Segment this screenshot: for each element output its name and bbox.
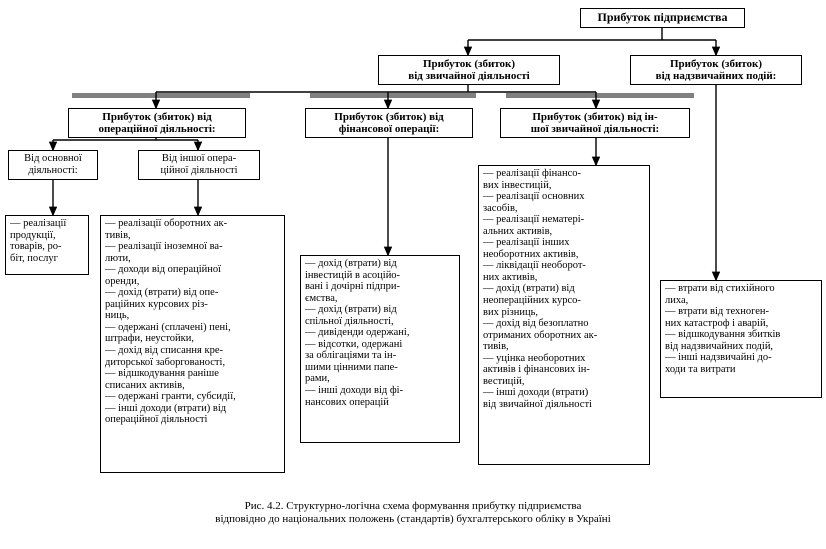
figure-caption-line2: відповідно до національних положень (ста… xyxy=(215,513,611,525)
node-ordinary: Прибуток (збиток)від звичайної діяльност… xyxy=(378,55,560,85)
leaf-financial-items-text: — дохід (втрати) відінвестицій в асоційо… xyxy=(305,258,409,408)
leaf-other-operating-items: — реалізації оборотних ак-тивів,— реаліз… xyxy=(100,215,285,473)
leaf-extraordinary-items: — втрати від стихійноголиха,— втрати від… xyxy=(660,280,822,398)
shadow-bar xyxy=(72,93,250,98)
node-main-activity: Від основноїдіяльності: xyxy=(8,150,98,180)
node-other-ordinary-text: Прибуток (збиток) від ін-шої звичайної д… xyxy=(531,111,659,135)
node-main-activity-text: Від основноїдіяльності: xyxy=(24,153,82,176)
figure-caption-line1: Рис. 4.2. Структурно-логічна схема форму… xyxy=(245,500,582,512)
node-extraordinary-text: Прибуток (збиток)від надзвичайних подій: xyxy=(656,58,777,82)
node-other-operating: Від іншої опера-ційної діяльності xyxy=(138,150,260,180)
node-extraordinary: Прибуток (збиток)від надзвичайних подій: xyxy=(630,55,802,85)
leaf-other-ordinary-items-text: — реалізації фінансо-вих інвестицій,— ре… xyxy=(483,168,597,410)
node-operating: Прибуток (збиток) відопераційної діяльно… xyxy=(68,108,246,138)
shadow-bar xyxy=(310,93,476,98)
leaf-other-ordinary-items: — реалізації фінансо-вих інвестицій,— ре… xyxy=(478,165,650,465)
figure-caption: Рис. 4.2. Структурно-логічна схема форму… xyxy=(0,500,826,525)
leaf-extraordinary-items-text: — втрати від стихійноголиха,— втрати від… xyxy=(665,283,780,375)
leaf-financial-items: — дохід (втрати) відінвестицій в асоційо… xyxy=(300,255,460,443)
leaf-main-activity-items-text: — реалізаціїпродукції,товарів, ро-біт, п… xyxy=(10,218,66,264)
shadow-bar xyxy=(506,93,694,98)
node-ordinary-text: Прибуток (збиток)від звичайної діяльност… xyxy=(408,58,529,82)
node-financial: Прибуток (збиток) відфінансової операції… xyxy=(305,108,473,138)
node-root-text: Прибуток підприємства xyxy=(598,10,728,24)
leaf-main-activity-items: — реалізаціїпродукції,товарів, ро-біт, п… xyxy=(5,215,89,275)
node-financial-text: Прибуток (збиток) відфінансової операції… xyxy=(334,111,443,135)
node-other-ordinary: Прибуток (збиток) від ін-шої звичайної д… xyxy=(500,108,690,138)
node-operating-text: Прибуток (збиток) відопераційної діяльно… xyxy=(98,111,215,135)
node-root: Прибуток підприємства xyxy=(580,8,745,28)
leaf-other-operating-items-text: — реалізації оборотних ак-тивів,— реаліз… xyxy=(105,218,236,425)
node-other-operating-text: Від іншої опера-ційної діяльності xyxy=(161,153,238,176)
